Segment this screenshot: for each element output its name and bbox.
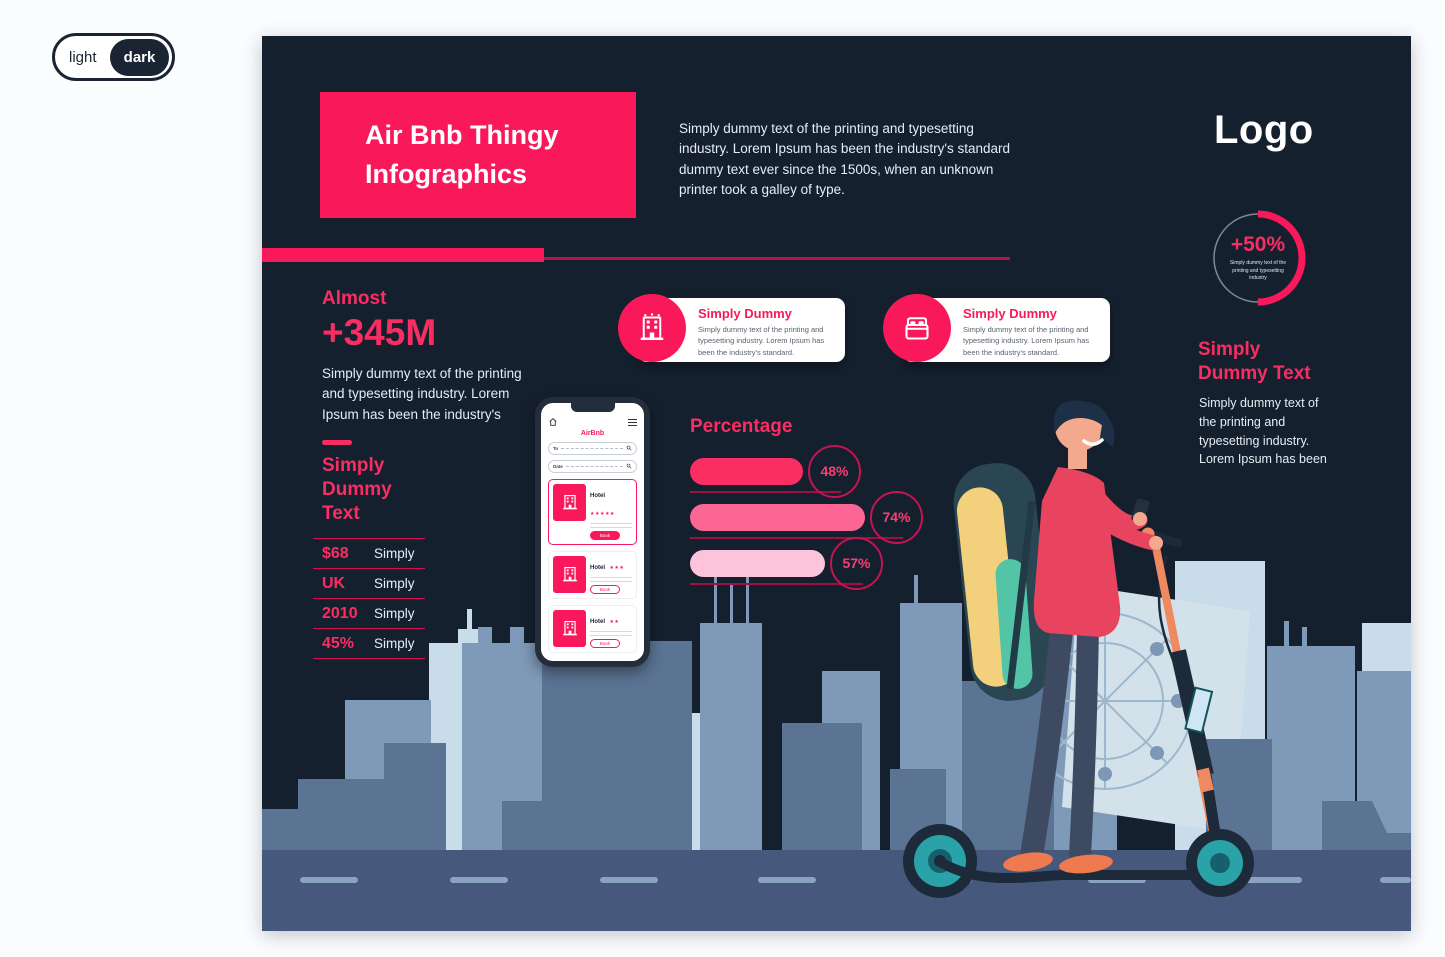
theme-toggle-dark[interactable]: dark	[110, 38, 169, 76]
table-border	[313, 658, 425, 660]
stat-almost-label: Almost	[322, 288, 387, 309]
person-illustration	[953, 400, 1163, 874]
hotel-rating-stars: ★★	[609, 618, 620, 625]
percentage-value-badge: 74%	[870, 490, 923, 544]
divider-line	[262, 257, 1010, 260]
search-label: Date	[553, 463, 563, 469]
hotel-list-item[interactable]: Hotel ★★★★★ Book	[548, 478, 637, 545]
logo: Logo	[1214, 108, 1314, 152]
stat-value: $68	[322, 544, 349, 562]
search-icon	[626, 463, 632, 469]
feature-card-hotel: Simply Dummy Simply dummy text of the pr…	[618, 292, 850, 368]
feature-text: Simply dummy text of the printing and ty…	[698, 325, 825, 357]
intro-paragraph: Simply dummy text of the printing and ty…	[679, 121, 1011, 197]
table-row: 2010 Simply	[313, 598, 425, 628]
theme-toggle[interactable]: light dark	[52, 33, 175, 81]
right-block-heading: Simply Dummy Text	[1198, 339, 1311, 384]
right-block-text: Simply dummy text of the printing and ty…	[1199, 396, 1327, 467]
hotel-name: Hotel	[590, 564, 605, 571]
percentage-bar	[690, 503, 865, 531]
feature-title: Simply Dummy	[698, 306, 792, 321]
phone-mockup: AirBnb To Date	[535, 397, 650, 667]
feature-card-room: Simply Dummy Simply dummy text of the pr…	[883, 292, 1115, 368]
stat-value: 45%	[322, 634, 355, 652]
feature-title: Simply Dummy	[963, 306, 1057, 321]
percentage-chart: Percentage 48% 74% 57%	[690, 415, 955, 596]
phone-app-name: AirBnb	[580, 429, 605, 437]
hotel-name: Hotel	[590, 618, 605, 625]
hotel-rating-stars: ★★★★★	[590, 510, 615, 517]
bar-underline	[690, 582, 863, 585]
percentage-row: 48%	[690, 444, 955, 504]
accent-rule	[322, 439, 352, 445]
bar-underline	[690, 490, 841, 493]
feature-text: Simply dummy text of the printing and ty…	[963, 325, 1090, 357]
hotel-list-item[interactable]: Hotel ★★ Book	[548, 604, 637, 653]
building-icon	[618, 294, 686, 362]
scooter-illustration	[903, 527, 1254, 898]
stat-label: Simply	[374, 636, 415, 652]
theme-toggle-light[interactable]: light	[69, 48, 97, 66]
bed-icon	[883, 294, 951, 362]
stats-heading: Simply Dummy Text	[322, 455, 392, 524]
table-row: UK Simply	[313, 568, 425, 598]
stats-table: Simply Dummy Text $68 Simply UK Simply 2…	[313, 454, 425, 660]
search-icon	[626, 445, 632, 451]
ring-caption: Simply dummy text of the printing and ty…	[1229, 260, 1287, 282]
divider-bar	[262, 248, 544, 262]
phone-screen: AirBnb To Date	[541, 403, 644, 661]
hotel-rating-stars: ★★★	[609, 564, 625, 571]
search-label: To	[553, 445, 559, 451]
ring-progress-chart: +50% Simply dummy text of the printing a…	[1208, 208, 1308, 308]
percentage-bar	[690, 457, 803, 485]
stat-label: Simply	[374, 546, 415, 562]
menu-icon[interactable]	[628, 417, 637, 428]
search-input-date[interactable]: Date	[548, 459, 637, 473]
stat-almost-value: +345M	[322, 312, 437, 353]
stat-label: Simply	[374, 576, 415, 592]
percentage-row: 74%	[690, 490, 955, 550]
book-button[interactable]: Book	[590, 638, 620, 648]
hotel-list-item[interactable]: Hotel ★★★ Book	[548, 550, 637, 599]
book-button[interactable]: Book	[590, 530, 620, 540]
phone-notch	[570, 403, 615, 412]
stat-value: 2010	[322, 604, 358, 622]
stat-almost-description: Simply dummy text of the printing and ty…	[322, 366, 522, 422]
search-input-to[interactable]: To	[548, 441, 637, 455]
building-icon	[553, 555, 586, 593]
ring-progress-svg	[1210, 210, 1306, 306]
home-icon[interactable]	[548, 417, 558, 427]
hotel-name: Hotel	[590, 492, 605, 499]
stat-label: Simply	[374, 606, 415, 622]
bar-underline	[690, 536, 903, 539]
stat-almost-block: Almost +345M Simply dummy text of the pr…	[322, 288, 537, 445]
percentage-value-badge: 48%	[808, 444, 861, 498]
poster-title: Air Bnb Thingy Infographics	[320, 92, 636, 218]
book-button[interactable]: Book	[590, 584, 620, 594]
ring-value: +50%	[1230, 233, 1286, 257]
percentage-row: 57%	[690, 536, 955, 596]
table-row: $68 Simply	[313, 538, 425, 568]
building-icon	[553, 609, 586, 647]
percentage-value-badge: 57%	[830, 536, 883, 590]
city-scene-illustration	[262, 400, 1411, 931]
stat-value: UK	[322, 574, 346, 592]
infographic-poster: Air Bnb Thingy Infographics Simply dummy…	[262, 36, 1411, 931]
table-row: 45% Simply	[313, 628, 425, 658]
percentage-title: Percentage	[690, 416, 793, 437]
percentage-bar	[690, 549, 825, 577]
building-icon	[553, 483, 586, 521]
